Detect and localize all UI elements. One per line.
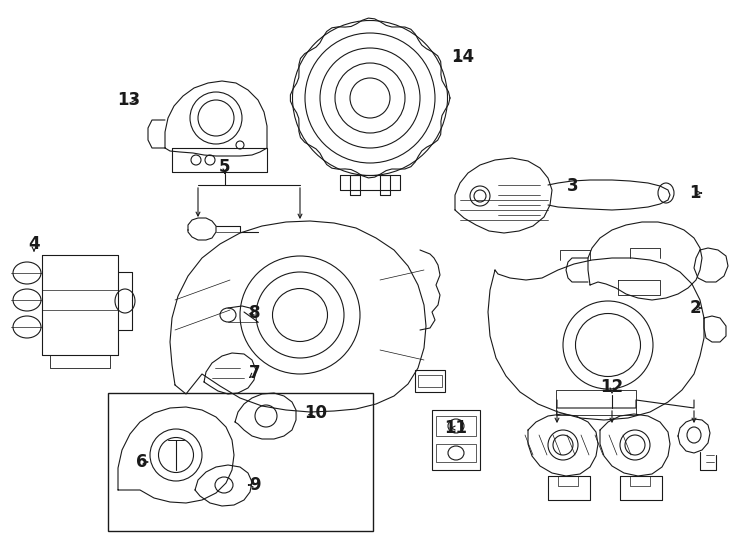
Text: 4: 4 bbox=[28, 235, 40, 253]
Text: 7: 7 bbox=[249, 364, 261, 382]
Text: 10: 10 bbox=[305, 404, 327, 422]
Text: 9: 9 bbox=[249, 476, 261, 494]
Text: 13: 13 bbox=[117, 91, 141, 109]
Text: 11: 11 bbox=[445, 419, 468, 437]
Bar bbox=[436, 444, 476, 462]
Text: 12: 12 bbox=[600, 378, 624, 396]
Text: 5: 5 bbox=[219, 158, 230, 176]
Bar bbox=[432, 410, 480, 470]
Bar bbox=[415, 370, 445, 392]
Text: 8: 8 bbox=[250, 304, 261, 322]
Text: 3: 3 bbox=[567, 177, 579, 195]
Text: 2: 2 bbox=[689, 299, 701, 317]
Bar bbox=[556, 390, 636, 415]
Text: 14: 14 bbox=[451, 48, 475, 66]
Bar bbox=[108, 393, 373, 531]
Text: 1: 1 bbox=[689, 184, 701, 202]
Bar bbox=[436, 416, 476, 436]
Text: 6: 6 bbox=[137, 453, 148, 471]
Bar bbox=[418, 375, 442, 387]
